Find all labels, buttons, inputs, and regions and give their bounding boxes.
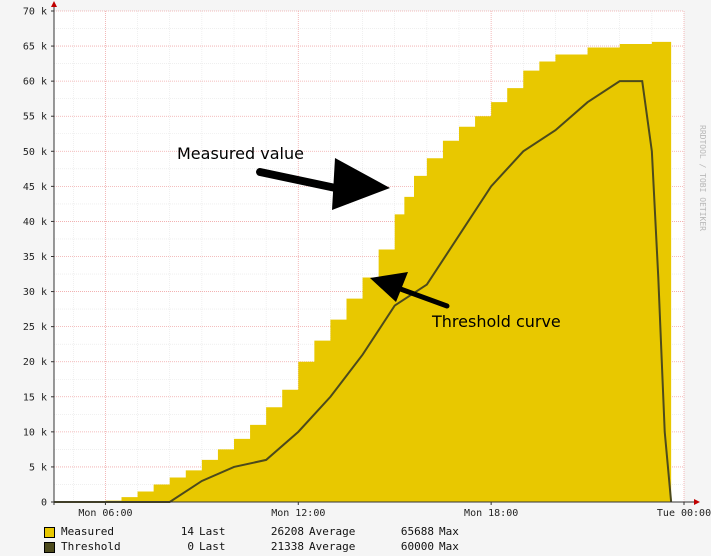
legend-max-value: 60000: [400, 540, 434, 553]
legend-last-label: Last: [199, 540, 226, 553]
x-tick-label: Mon 12:00: [271, 508, 325, 519]
legend-series-name: Measured: [61, 525, 114, 538]
legend-average-label: Average: [309, 540, 356, 553]
legend-series-name: Threshold: [61, 540, 121, 553]
rrd-graph: 0 5 k 10 k 15 k 20 k 25 k 30 k 35 k 40 k 45 k 50 k…: [23, 1, 711, 519]
x-axis-arrow: [694, 499, 700, 505]
threshold-swatch: [44, 542, 55, 553]
y-tick-label: 15 k: [23, 392, 47, 403]
legend-max-label: Max: [439, 540, 459, 553]
y-tick-label: 70 k: [23, 7, 47, 18]
threshold-arrow: [370, 272, 450, 309]
x-tick-label: Tue 00:00: [657, 508, 711, 519]
legend-last-value: 14: [180, 525, 194, 538]
measured-area: [54, 41, 672, 502]
y-tick-label: 60 k: [23, 77, 47, 88]
y-tick-label: 20 k: [23, 357, 47, 368]
measured-arrow: [256, 158, 390, 210]
y-tick-label: 0: [41, 498, 47, 509]
legend-average-value: 26208: [270, 525, 304, 538]
y-tick-label: 35 k: [23, 252, 47, 263]
y-axis-arrow: [51, 1, 57, 7]
legend-average-value: 21338: [270, 540, 304, 553]
legend: Measured 14 Last 26208 Average 65688 Max…: [44, 525, 644, 555]
y-tick-label: 55 k: [23, 112, 47, 123]
y-tick-label: 65 k: [23, 42, 47, 53]
y-tick-label: 50 k: [23, 147, 47, 158]
axes-layer: [51, 1, 700, 505]
y-tick-label: 30 k: [23, 287, 47, 298]
rrdtool-watermark: RRDTOOL / TOBI OETIKER: [698, 125, 707, 231]
y-tick-label: 25 k: [23, 322, 47, 333]
y-tick-label: 5 k: [29, 462, 47, 473]
legend-last-label: Last: [199, 525, 226, 538]
x-tick-labels: Mon 06:00 Mon 12:00 Mon 18:00 Tue 00:00: [78, 508, 711, 519]
legend-row-threshold: Threshold 0 Last 21338 Average 60000 Max: [44, 540, 644, 555]
measured-swatch: [44, 527, 55, 538]
legend-max-value: 65688: [400, 525, 434, 538]
series-layer: [54, 41, 673, 503]
y-tick-label: 10 k: [23, 427, 47, 438]
x-tick-label: Mon 18:00: [464, 508, 518, 519]
measured-annotation: Measured value: [177, 144, 304, 163]
y-tick-labels: 0 5 k 10 k 15 k 20 k 25 k 30 k 35 k 40 k 45 k 50 k…: [23, 7, 47, 509]
threshold-annotation: Threshold curve: [431, 312, 561, 331]
legend-max-label: Max: [439, 525, 459, 538]
threshold-line: [54, 80, 673, 503]
y-tick-label: 45 k: [23, 182, 47, 193]
y-tick-label: 40 k: [23, 217, 47, 228]
legend-last-value: 0: [187, 540, 194, 553]
legend-row-measured: Measured 14 Last 26208 Average 65688 Max: [44, 525, 644, 540]
legend-average-label: Average: [309, 525, 356, 538]
x-tick-label: Mon 06:00: [78, 508, 132, 519]
